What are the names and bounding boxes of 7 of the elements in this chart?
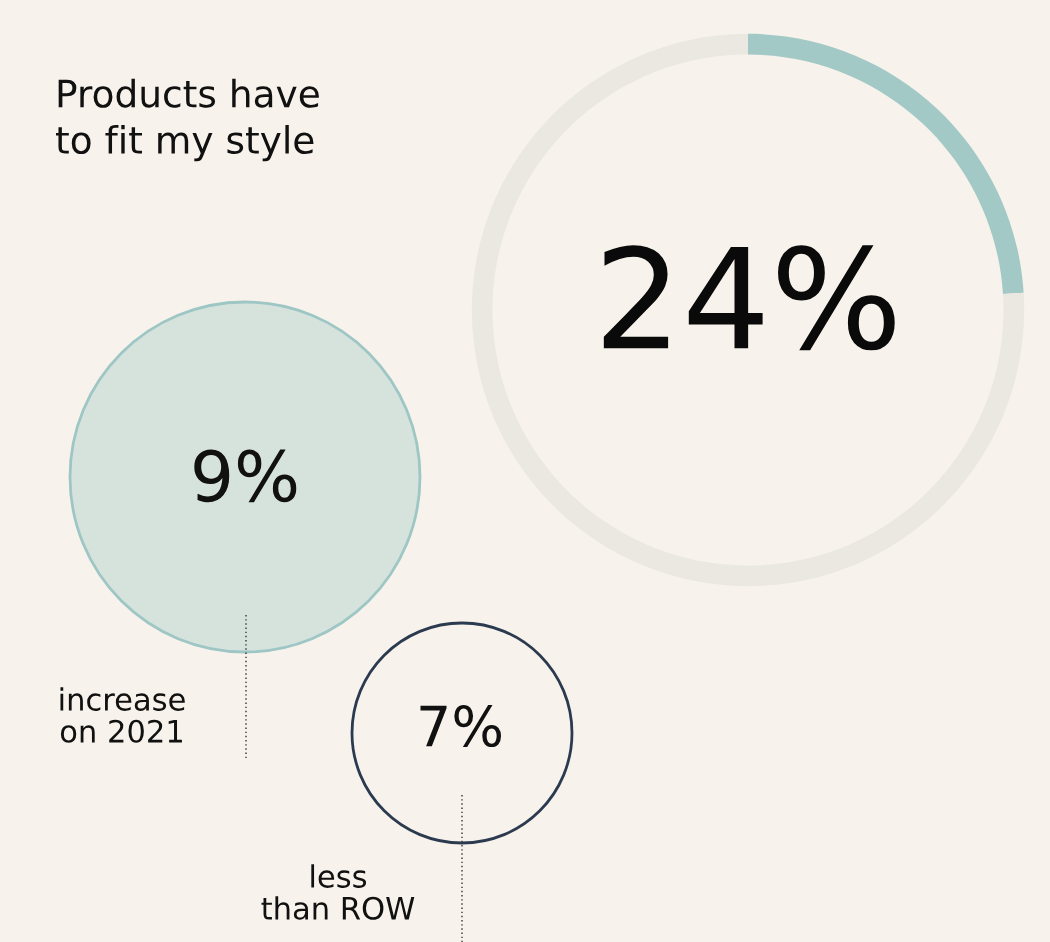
text: 9% <box>194 449 297 503</box>
text: increase on 2021 <box>60 687 185 743</box>
text: Products have to fit my style <box>56 78 319 162</box>
text: less than ROW <box>261 864 415 920</box>
donut-slice <box>471 33 1025 587</box>
text: 24% <box>603 245 895 351</box>
text: 7% <box>420 705 501 748</box>
